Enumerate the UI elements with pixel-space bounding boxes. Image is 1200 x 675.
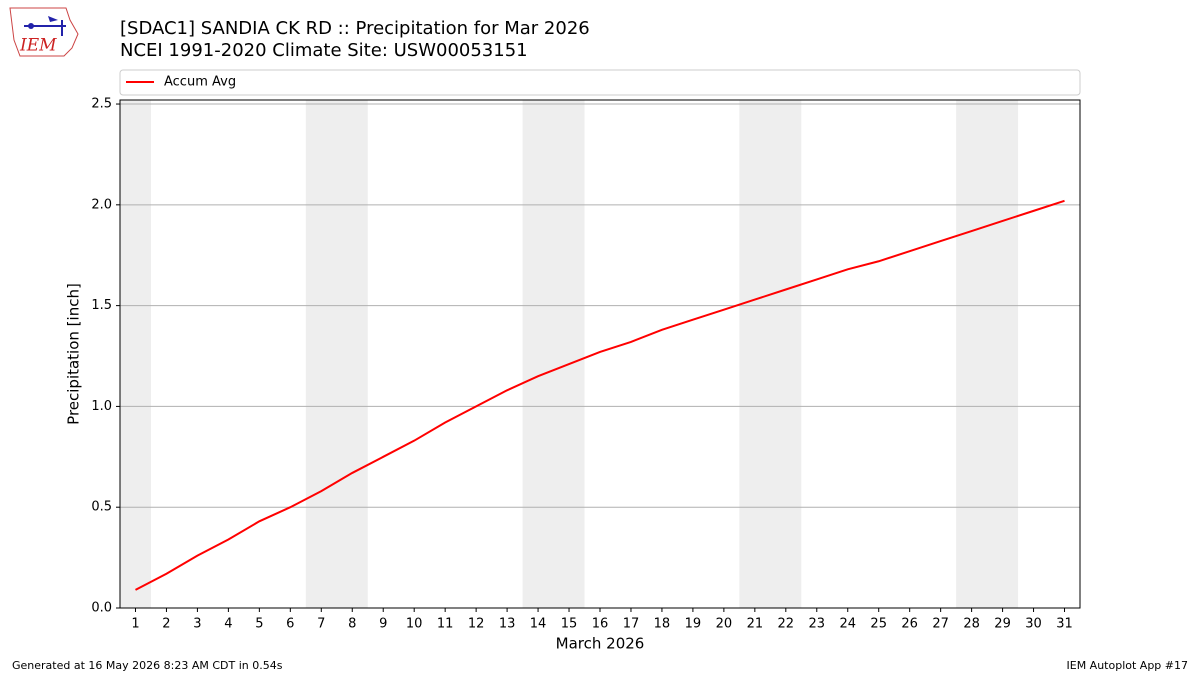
y-tick-label: 2.0 (91, 197, 112, 212)
x-tick-label: 24 (839, 617, 856, 632)
x-tick-label: 11 (437, 617, 454, 632)
x-tick-label: 17 (623, 617, 640, 632)
x-tick-label: 27 (932, 617, 949, 632)
x-tick-label: 22 (778, 617, 795, 632)
x-tick-label: 9 (379, 617, 387, 632)
x-tick-label: 7 (317, 617, 325, 632)
x-tick-label: 5 (255, 617, 263, 632)
x-tick-label: 12 (468, 617, 485, 632)
chart-title: [SDAC1] SANDIA CK RD :: Precipitation fo… (120, 18, 590, 39)
plot-area (120, 100, 1080, 609)
x-tick-label: 4 (224, 617, 232, 632)
logo: IEM (9, 7, 79, 57)
x-tick-label: 29 (994, 617, 1011, 632)
x-tick-label: 19 (685, 617, 702, 632)
legend: Accum Avg (119, 69, 1081, 96)
chart-subtitle: NCEI 1991-2020 Climate Site: USW00053151 (120, 40, 528, 61)
y-tick-label: 1.5 (91, 298, 112, 313)
footer-right: IEM Autoplot App #17 (1067, 659, 1189, 672)
x-tick-label: 2 (162, 617, 170, 632)
x-tick-label: 16 (592, 617, 609, 632)
x-axis-label: March 2026 (556, 635, 645, 653)
x-tick-label: 20 (716, 617, 733, 632)
x-tick-label: 26 (901, 617, 918, 632)
x-tick-label: 8 (348, 617, 356, 632)
x-tick-label: 15 (561, 617, 578, 632)
y-tick-label: 1.0 (91, 399, 112, 414)
weekend-band (956, 100, 1019, 608)
plot-frame (119, 99, 1081, 609)
y-axis-label: Precipitation [inch] (65, 283, 83, 425)
x-tick-label: 30 (1025, 617, 1042, 632)
footer-left: Generated at 16 May 2026 8:23 AM CDT in … (12, 659, 283, 672)
x-tick-label: 13 (499, 617, 516, 632)
y-tick-label: 2.5 (91, 97, 112, 112)
x-tick-label: 3 (193, 617, 201, 632)
x-tick-label: 31 (1056, 617, 1073, 632)
weekend-band (305, 100, 368, 608)
x-tick-label: 14 (530, 617, 547, 632)
x-tick-label: 18 (654, 617, 671, 632)
x-tick-label: 1 (131, 617, 139, 632)
y-tick-label: 0.5 (91, 500, 112, 515)
weekend-band (522, 100, 585, 608)
x-tick-label: 21 (747, 617, 764, 632)
weekend-band (120, 100, 151, 608)
x-tick-label: 6 (286, 617, 294, 632)
weekend-band (739, 100, 802, 608)
x-tick-label: 23 (809, 617, 826, 632)
y-tick-label: 0.0 (91, 601, 112, 616)
x-tick-label: 25 (870, 617, 887, 632)
logo-text: IEM (19, 36, 57, 56)
series-line (135, 199, 1065, 591)
x-tick-label: 28 (963, 617, 980, 632)
x-tick-label: 10 (406, 617, 423, 632)
legend-label: Accum Avg (164, 75, 236, 90)
